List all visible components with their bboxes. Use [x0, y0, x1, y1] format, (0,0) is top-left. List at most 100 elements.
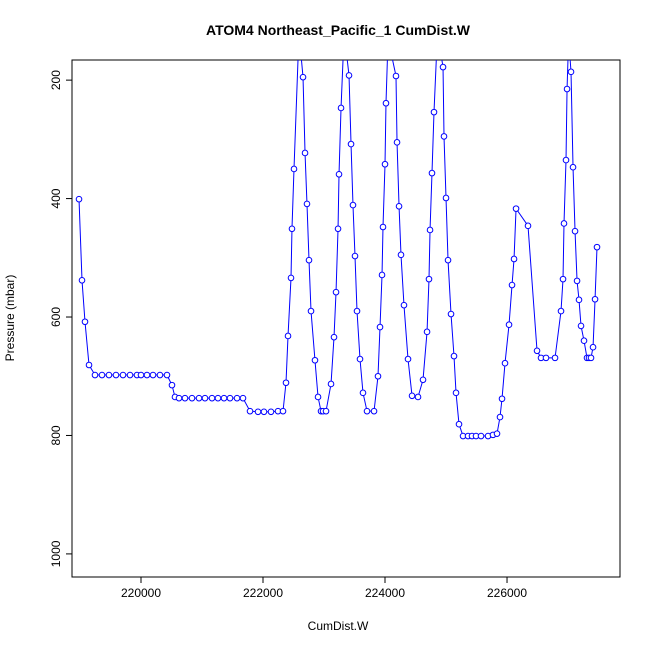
data-point: [430, 108, 438, 116]
data-point: [450, 352, 458, 360]
data-point: [374, 372, 382, 380]
data-point: [508, 281, 516, 289]
data-point: [512, 205, 520, 212]
data-point: [493, 430, 501, 437]
data-point: [299, 73, 307, 81]
data-point: [303, 200, 311, 208]
data-point: [591, 295, 599, 303]
y-tick-label: 200: [49, 70, 63, 90]
data-point: [112, 371, 120, 379]
data-point: [566, 36, 572, 42]
data-point: [359, 389, 367, 397]
data-point: [575, 296, 583, 304]
data-point: [233, 394, 241, 402]
data-point: [156, 371, 164, 379]
y-axis-title: Pressure (mbar): [3, 275, 17, 362]
data-point: [442, 194, 450, 202]
data-point: [501, 359, 509, 367]
data-point: [510, 255, 518, 263]
data-point: [408, 392, 416, 400]
data-point: [587, 354, 595, 362]
data-point: [220, 394, 228, 402]
data-point: [393, 139, 401, 146]
data-point: [168, 381, 176, 389]
data-point: [425, 275, 433, 283]
y-tick-label: 800: [49, 425, 63, 445]
data-point: [428, 169, 436, 177]
data-point: [290, 165, 298, 173]
data-point: [246, 407, 254, 415]
data-point: [414, 393, 422, 401]
data-point: [392, 72, 400, 80]
plot-area: [75, 36, 601, 440]
data-point: [284, 332, 292, 340]
data-point: [505, 321, 513, 329]
data-point: [447, 310, 455, 318]
data-point: [327, 380, 335, 388]
data-point: [477, 432, 485, 440]
data-point: [226, 394, 234, 402]
data-point: [557, 307, 565, 315]
data-point: [322, 407, 330, 415]
y-tick-label: 400: [49, 188, 63, 208]
data-point: [376, 323, 384, 331]
data-point: [307, 307, 315, 315]
data-point: [335, 170, 343, 178]
data-point: [208, 394, 216, 402]
data-point: [305, 256, 313, 264]
data-point: [533, 347, 541, 355]
data-point: [571, 227, 579, 235]
data-point: [356, 355, 364, 363]
data-point: [126, 371, 134, 379]
data-point: [563, 85, 571, 93]
data-point: [397, 251, 405, 259]
data-line: [78, 60, 598, 437]
data-point: [382, 99, 390, 107]
data-point: [288, 225, 296, 233]
data-point: [379, 223, 387, 231]
data-point: [455, 420, 463, 428]
data-point: [569, 163, 577, 171]
data-point: [78, 277, 86, 284]
data-point: [347, 140, 355, 148]
data-point: [351, 252, 359, 260]
data-point: [314, 393, 322, 401]
data-point: [188, 394, 196, 402]
data-point: [498, 395, 506, 403]
data-point: [279, 407, 287, 415]
data-point: [559, 275, 567, 283]
x-tick-label: 224000: [365, 586, 405, 600]
data-point: [426, 226, 434, 234]
data-point: [254, 408, 262, 416]
data-point: [149, 371, 157, 379]
data-point: [349, 201, 357, 209]
data-point: [334, 225, 342, 233]
x-tick-label: 226000: [487, 586, 527, 600]
data-point: [580, 337, 588, 345]
data-point: [175, 394, 183, 402]
data-point: [573, 277, 581, 285]
plot-box: [71, 59, 621, 578]
x-axis-title: CumDist.W: [308, 619, 369, 633]
chart-title: ATOM4 Northeast_Pacific_1 CumDist.W: [206, 22, 471, 38]
data-point: [345, 72, 353, 79]
data-point: [353, 307, 361, 315]
data-point: [98, 371, 106, 379]
data-point: [440, 133, 448, 140]
data-point: [400, 301, 408, 309]
data-point: [311, 356, 319, 364]
data-point: [330, 333, 338, 341]
data-point: [143, 371, 151, 379]
data-point: [439, 63, 447, 71]
data-point: [337, 104, 345, 112]
data-point: [593, 243, 601, 251]
data-point: [452, 389, 460, 397]
data-point: [381, 160, 389, 168]
data-point: [137, 371, 145, 379]
data-point: [567, 68, 575, 76]
data-point: [81, 318, 89, 326]
data-point: [370, 407, 378, 415]
data-point: [562, 156, 570, 164]
data-point: [395, 202, 403, 210]
